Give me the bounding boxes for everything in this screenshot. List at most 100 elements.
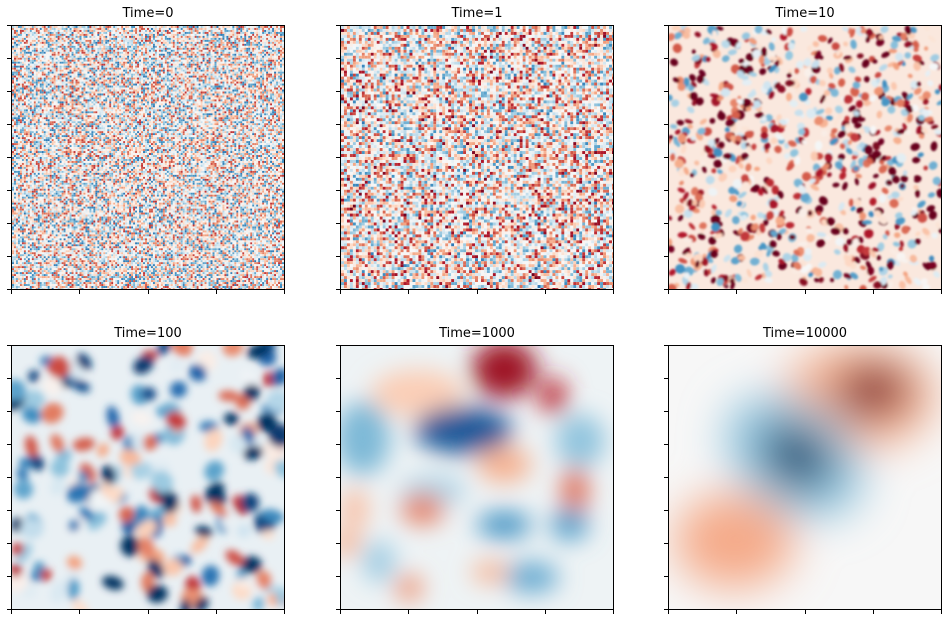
y-tick <box>7 543 11 544</box>
y-tick <box>7 157 11 158</box>
y-tick <box>7 289 11 290</box>
y-tick <box>336 223 340 224</box>
x-tick <box>613 290 614 294</box>
y-tick <box>336 576 340 577</box>
y-tick <box>7 124 11 125</box>
y-tick <box>664 576 668 577</box>
heatmap-canvas <box>341 26 613 289</box>
x-tick <box>544 290 546 294</box>
y-tick <box>664 609 668 610</box>
y-tick <box>336 25 340 26</box>
x-tick <box>11 290 12 294</box>
panel-title: Time=10 <box>668 6 942 21</box>
panel-time-10: Time=10 <box>664 6 942 294</box>
y-tick <box>336 190 340 191</box>
y-tick <box>7 58 11 59</box>
y-tick <box>664 543 668 544</box>
heatmap-plot <box>11 25 285 290</box>
x-tick <box>668 610 669 614</box>
y-tick <box>7 444 11 445</box>
y-tick <box>664 345 668 346</box>
x-tick <box>147 610 149 614</box>
y-tick <box>664 444 668 445</box>
heatmap-plot <box>11 345 285 610</box>
x-tick <box>408 610 410 614</box>
heatmap-canvas <box>12 346 284 609</box>
heatmap-plot <box>340 25 614 290</box>
y-tick <box>7 25 11 26</box>
y-tick <box>664 223 668 224</box>
x-tick <box>476 290 478 294</box>
y-tick <box>664 378 668 379</box>
x-tick <box>79 610 81 614</box>
y-tick <box>336 543 340 544</box>
y-tick <box>7 190 11 191</box>
x-tick <box>215 610 217 614</box>
x-tick <box>11 610 12 614</box>
heatmap-plot <box>340 345 614 610</box>
y-tick <box>336 256 340 257</box>
x-tick <box>872 290 874 294</box>
x-tick <box>544 610 546 614</box>
y-tick <box>336 157 340 158</box>
y-tick <box>664 289 668 290</box>
heatmap-canvas <box>669 346 941 609</box>
y-tick <box>336 58 340 59</box>
y-tick <box>664 124 668 125</box>
y-tick <box>664 25 668 26</box>
y-tick <box>7 256 11 257</box>
y-tick <box>336 124 340 125</box>
y-tick <box>336 345 340 346</box>
y-tick <box>664 510 668 511</box>
panel-title: Time=100 <box>11 326 285 341</box>
x-tick <box>408 290 410 294</box>
y-tick <box>336 411 340 412</box>
y-tick <box>336 91 340 92</box>
x-tick <box>340 290 341 294</box>
y-tick <box>336 609 340 610</box>
heatmap-canvas <box>12 26 284 289</box>
panel-title: Time=1 <box>340 6 614 21</box>
y-tick <box>664 58 668 59</box>
y-tick <box>7 576 11 577</box>
x-tick <box>736 610 738 614</box>
panel-time-1000: Time=1000 <box>336 326 614 614</box>
x-tick <box>476 610 478 614</box>
heatmap-canvas <box>341 346 613 609</box>
y-tick <box>7 477 11 478</box>
y-tick <box>7 411 11 412</box>
panel-time-10000: Time=10000 <box>664 326 942 614</box>
y-tick <box>7 609 11 610</box>
y-tick <box>7 378 11 379</box>
y-tick <box>336 444 340 445</box>
panel-time-100: Time=100 <box>7 326 285 614</box>
x-tick <box>147 290 149 294</box>
y-tick <box>7 91 11 92</box>
x-tick <box>340 610 341 614</box>
panel-title: Time=0 <box>11 6 285 21</box>
x-tick <box>804 610 806 614</box>
x-tick <box>941 610 942 614</box>
x-tick <box>941 290 942 294</box>
x-tick <box>79 290 81 294</box>
y-tick <box>7 510 11 511</box>
y-tick <box>336 510 340 511</box>
x-tick <box>284 610 285 614</box>
x-tick <box>872 610 874 614</box>
panel-time-1: Time=1 <box>336 6 614 294</box>
y-tick <box>664 157 668 158</box>
panel-title: Time=10000 <box>668 326 942 341</box>
y-tick <box>336 289 340 290</box>
y-tick <box>664 477 668 478</box>
x-tick <box>215 290 217 294</box>
x-tick <box>736 290 738 294</box>
heatmap-plot <box>668 345 942 610</box>
y-tick <box>336 378 340 379</box>
x-tick <box>804 290 806 294</box>
panel-title: Time=1000 <box>340 326 614 341</box>
panel-time-0: Time=0 <box>7 6 285 294</box>
x-tick <box>284 290 285 294</box>
heatmap-plot <box>668 25 942 290</box>
y-tick <box>7 223 11 224</box>
